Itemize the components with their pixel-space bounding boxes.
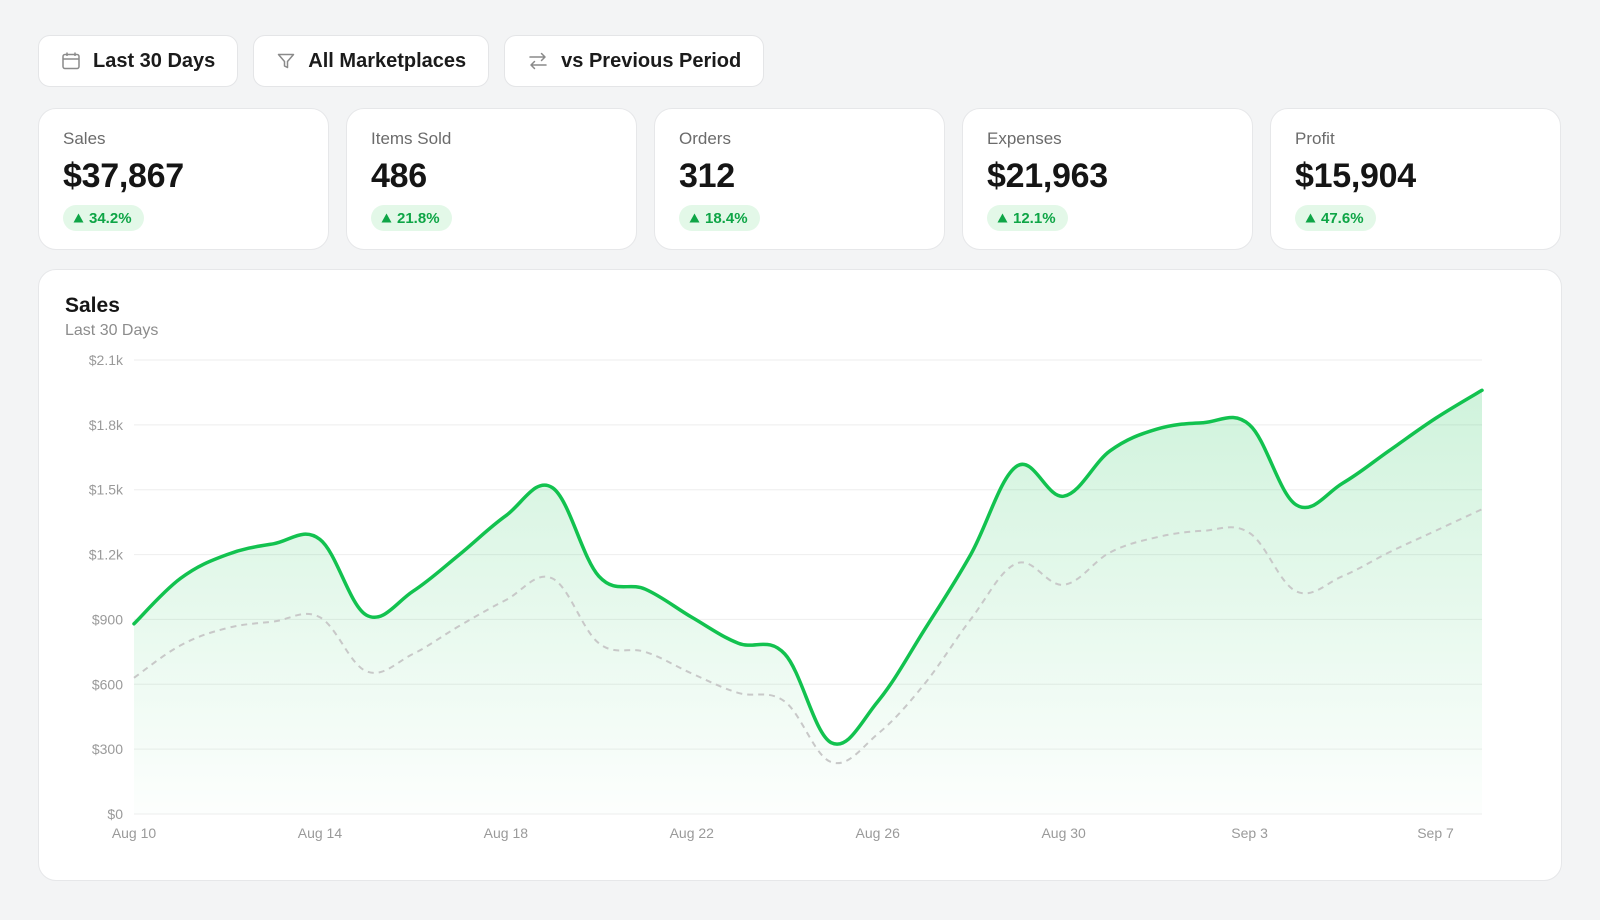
marketplace-filter-label: All Marketplaces [308,49,467,72]
kpi-card-orders: Orders 312 18.4% [654,108,945,250]
x-tick-label: Aug 18 [484,825,529,841]
marketplace-filter-button[interactable]: All Marketplaces [253,35,490,87]
kpi-value: 486 [371,157,427,195]
kpi-card-expenses: Expenses $21,963 12.1% [962,108,1253,250]
trend-up-icon [73,213,84,223]
y-tick-label: $900 [92,611,123,627]
kpi-card-items-sold: Items Sold 486 21.8% [346,108,637,250]
kpi-value: $37,867 [63,157,184,195]
y-tick-label: $1.5k [89,482,124,498]
x-tick-label: Aug 22 [670,825,715,841]
chart-title: Sales [65,294,120,317]
kpi-label: Sales [63,129,106,148]
change-badge: 18.4% [679,205,760,231]
compare-period-button[interactable]: vs Previous Period [504,35,765,87]
change-badge: 34.2% [63,205,144,231]
change-badge: 47.6% [1295,205,1376,231]
calendar-icon [61,51,81,71]
compare-period-label: vs Previous Period [561,49,742,72]
kpi-card-sales: Sales $37,867 34.2% [38,108,329,250]
y-tick-label: $1.2k [89,547,124,563]
kpi-label: Items Sold [371,129,452,148]
date-range-label: Last 30 Days [93,49,216,72]
trend-up-icon [689,213,700,223]
y-tick-label: $0 [107,806,123,822]
x-tick-label: Aug 30 [1041,825,1086,841]
current-period-line [132,388,1484,746]
change-value: 12.1% [1013,209,1056,227]
change-badge: 12.1% [987,205,1068,231]
previous-period-line [133,508,1483,765]
y-tick-label: $300 [92,741,123,757]
kpi-cards: Sales $37,867 34.2% Items Sold 486 21.8%… [38,108,1561,250]
sales-chart: $0 $300 $600 $900 $1.2k $1.5k $1.8k $2.1k Aug 10… [89,352,1484,841]
date-range-button[interactable]: Last 30 Days [38,35,239,87]
y-tick-label: $2.1k [89,352,124,368]
x-tick-label: Sep 7 [1417,825,1454,841]
kpi-value: $15,904 [1295,157,1416,195]
y-tick-label: $600 [92,676,123,692]
sales-chart-card: Sales Last 30 Days $0 $300 $600 $900 $1.2k $1… [38,269,1562,881]
filter-toolbar: Last 30 Days All Marketplaces vs Previou… [38,35,765,87]
change-value: 21.8% [397,209,440,227]
change-value: 47.6% [1321,209,1364,227]
kpi-label: Profit [1295,129,1335,148]
trend-up-icon [997,213,1008,223]
filter-icon [276,51,296,71]
x-tick-label: Sep 3 [1231,825,1268,841]
x-tick-label: Aug 26 [856,825,901,841]
kpi-value: 312 [679,157,735,195]
y-tick-label: $1.8k [89,417,124,433]
trend-up-icon [1305,213,1316,223]
change-value: 18.4% [705,209,748,227]
sales-area-fill [134,390,1482,814]
x-tick-label: Aug 10 [112,825,157,841]
change-badge: 21.8% [371,205,452,231]
kpi-value: $21,963 [987,157,1108,195]
kpi-card-profit: Profit $15,904 47.6% [1270,108,1561,250]
chart-subtitle: Last 30 Days [65,322,159,339]
x-tick-label: Aug 14 [298,825,343,841]
swap-arrows-icon [527,51,549,71]
kpi-label: Orders [679,129,731,148]
trend-up-icon [381,213,392,223]
change-value: 34.2% [89,209,132,227]
kpi-label: Expenses [987,129,1062,148]
